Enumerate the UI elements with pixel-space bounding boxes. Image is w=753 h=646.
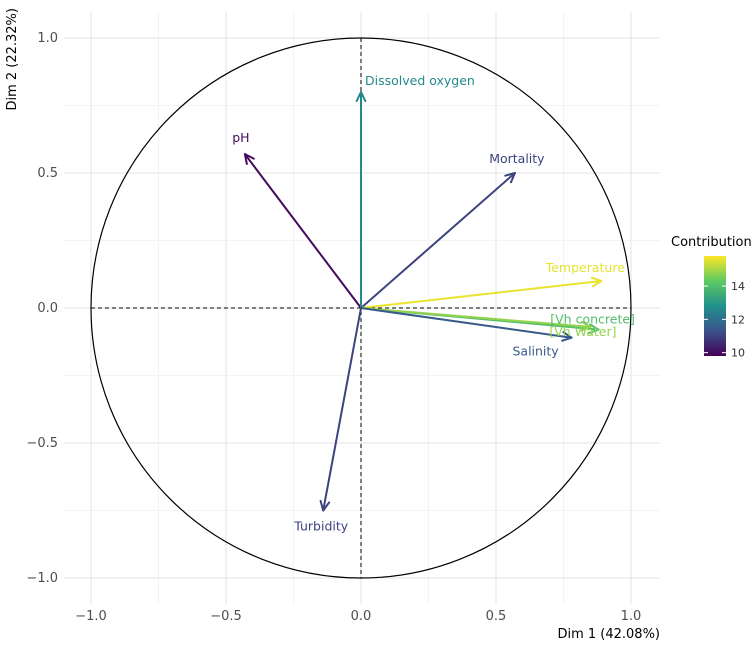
vector-line-mortality [360, 172, 516, 309]
vector-vh-water [360, 307, 592, 332]
arrowhead-ph [243, 153, 255, 165]
x-tick-label: 0.0 [351, 609, 372, 624]
arrowhead-temperature [590, 276, 603, 288]
arrowhead-vh-water [580, 320, 592, 332]
axis-ticks: −1.0 −0.5 0.0 0.5 1.0 −1.0 −0.5 0.0 0.5 1.0 [26, 31, 641, 624]
vector-ph [243, 153, 362, 309]
vector-line-ph [243, 153, 362, 309]
variable-vectors [243, 91, 603, 512]
label-temperature: Temperature [545, 260, 625, 275]
y-tick-label: −0.5 [26, 436, 58, 451]
y-tick-label: −1.0 [26, 571, 58, 586]
y-axis-title: Dim 2 (22.32%) [5, 8, 20, 111]
label-dissolved-oxygen: Dissolved oxygen [365, 73, 475, 88]
legend-title: Contribution [671, 235, 752, 250]
vector-mortality [360, 172, 516, 309]
variable-labels: pH Dissolved oxygen Mortality Temperature [V… [232, 73, 635, 534]
x-tick-label: 1.0 [621, 609, 642, 624]
arrowhead-vh-concrete [588, 323, 600, 335]
label-salinity: Salinity [512, 344, 559, 359]
arrowhead-dissolved-oxygen [355, 91, 367, 103]
legend-ticks: 10 12 14 [704, 280, 745, 360]
y-tick-label: 0.5 [37, 166, 58, 181]
x-tick-label: 0.5 [486, 609, 507, 624]
legend-tick-label: 14 [731, 280, 745, 293]
label-turbidity: Turbidity [293, 519, 349, 534]
vector-dissolved-oxygen [355, 91, 367, 309]
label-mortality: Mortality [489, 151, 545, 166]
vector-line-temperature [360, 280, 603, 309]
vector-turbidity [319, 307, 362, 512]
x-axis-title: Dim 1 (42.08%) [557, 627, 660, 642]
vector-line-vh-water [360, 307, 592, 328]
arrowhead-turbidity [319, 499, 331, 512]
x-tick-label: −0.5 [210, 609, 242, 624]
arrowhead-salinity [561, 331, 573, 342]
contribution-legend: Contribution 10 12 14 [671, 235, 752, 360]
vector-line-salinity [360, 307, 573, 339]
legend-tick-label: 12 [731, 313, 745, 326]
arrowhead-mortality [504, 172, 516, 184]
label-vh-concrete: [Vh concrete] [550, 312, 635, 327]
label-ph: pH [232, 130, 249, 145]
legend-tick-label: 10 [731, 347, 745, 360]
x-tick-label: −1.0 [75, 609, 107, 624]
vector-salinity [360, 307, 573, 342]
legend-colorbar [704, 256, 726, 356]
y-tick-label: 0.0 [37, 301, 58, 316]
y-tick-label: 1.0 [37, 31, 58, 46]
label-vh-water: [Vh Water] [549, 324, 616, 339]
vector-line-turbidity [322, 307, 362, 512]
vector-temperature [360, 276, 603, 309]
